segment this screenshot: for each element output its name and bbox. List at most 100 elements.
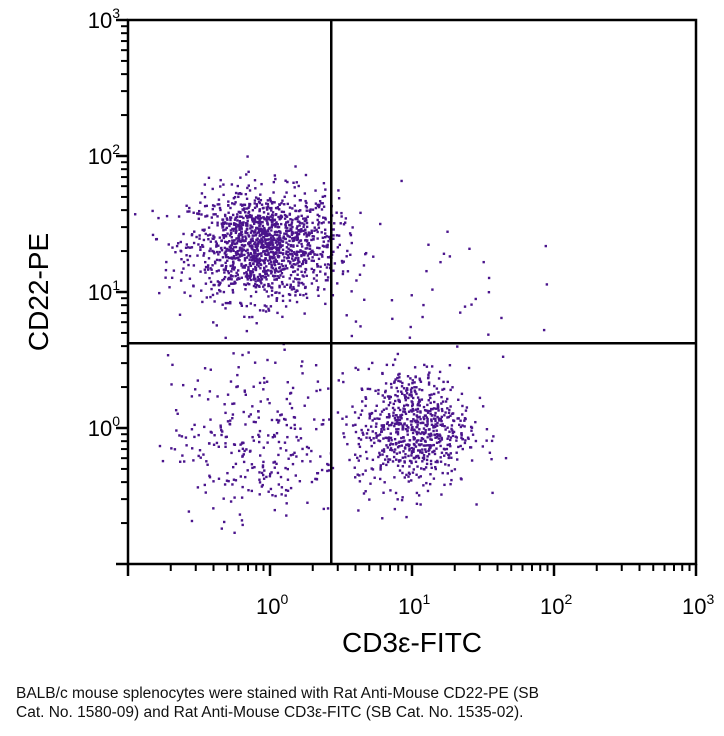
data-point — [459, 444, 462, 448]
data-point — [228, 422, 231, 426]
data-point — [420, 467, 423, 470]
data-point — [259, 217, 263, 220]
data-point — [178, 460, 182, 463]
data-point — [257, 258, 261, 262]
data-point — [245, 270, 248, 274]
data-point — [226, 218, 229, 221]
data-point — [348, 458, 351, 462]
data-point — [413, 366, 417, 369]
data-point — [280, 239, 283, 242]
data-point — [276, 311, 279, 315]
data-point — [231, 282, 234, 285]
data-point — [228, 240, 231, 243]
data-point — [300, 364, 303, 368]
data-point — [275, 248, 279, 252]
data-point — [236, 215, 239, 219]
data-point — [343, 221, 347, 224]
data-point — [274, 267, 278, 270]
data-point — [257, 278, 260, 281]
data-point — [243, 259, 247, 262]
data-point — [412, 396, 415, 400]
data-point — [266, 221, 269, 224]
data-point — [387, 424, 391, 427]
data-point — [422, 427, 426, 430]
data-point — [254, 251, 257, 254]
data-point — [317, 205, 321, 209]
data-point — [308, 232, 311, 236]
data-point — [265, 290, 269, 293]
data-point — [399, 414, 402, 417]
data-point — [258, 381, 262, 385]
data-point — [240, 252, 243, 255]
data-point — [400, 179, 403, 183]
data-point — [402, 410, 405, 413]
data-point — [443, 414, 446, 417]
caption-line: BALB/c mouse splenocytes were stained wi… — [16, 685, 539, 702]
data-point — [387, 438, 390, 441]
data-point — [213, 204, 216, 208]
data-point — [210, 216, 214, 219]
data-point — [234, 281, 237, 285]
data-point — [273, 466, 276, 469]
data-point — [461, 438, 465, 441]
data-point — [293, 277, 297, 280]
y-axis-title: CD22-PE — [23, 233, 54, 351]
data-point — [414, 455, 418, 459]
data-point — [203, 183, 207, 186]
data-point — [316, 288, 319, 292]
data-point — [249, 241, 252, 245]
data-point — [487, 290, 491, 294]
data-point — [294, 256, 297, 260]
data-point — [447, 454, 451, 457]
data-point — [202, 453, 205, 456]
data-point — [323, 263, 327, 266]
data-point — [434, 423, 437, 426]
data-point — [222, 290, 226, 294]
data-point — [390, 438, 393, 442]
data-point — [168, 286, 171, 289]
data-point — [251, 237, 254, 240]
data-point — [404, 427, 407, 431]
data-point — [420, 439, 423, 442]
data-point — [307, 252, 310, 255]
data-point — [276, 225, 280, 229]
data-point — [452, 419, 455, 422]
data-point — [379, 464, 382, 467]
data-point — [265, 475, 268, 479]
data-point — [427, 399, 430, 402]
data-point — [300, 242, 303, 246]
data-point — [444, 428, 447, 431]
data-point — [302, 283, 305, 286]
data-point — [278, 284, 281, 288]
data-point — [393, 450, 396, 454]
data-point — [254, 234, 257, 237]
data-point — [212, 443, 216, 446]
data-point — [263, 258, 267, 262]
data-point — [286, 254, 290, 257]
data-point — [272, 253, 276, 257]
data-point — [257, 416, 260, 419]
data-point — [427, 376, 430, 379]
data-point — [255, 263, 259, 266]
data-point — [223, 221, 227, 224]
data-point — [266, 234, 269, 238]
data-point — [464, 439, 467, 442]
data-point — [266, 245, 270, 249]
data-point — [336, 411, 340, 414]
data-point — [223, 233, 227, 237]
data-point — [275, 462, 278, 466]
data-point — [190, 246, 194, 249]
data-point — [319, 265, 322, 268]
data-point — [252, 278, 255, 281]
data-point — [284, 214, 288, 218]
data-point — [429, 473, 432, 476]
data-point — [291, 218, 294, 222]
data-point — [285, 502, 288, 505]
data-point — [418, 415, 421, 419]
data-point — [232, 256, 235, 259]
data-point — [407, 475, 410, 478]
data-point — [320, 253, 324, 257]
data-point — [362, 433, 365, 436]
data-point — [205, 460, 208, 463]
data-point — [425, 416, 429, 419]
